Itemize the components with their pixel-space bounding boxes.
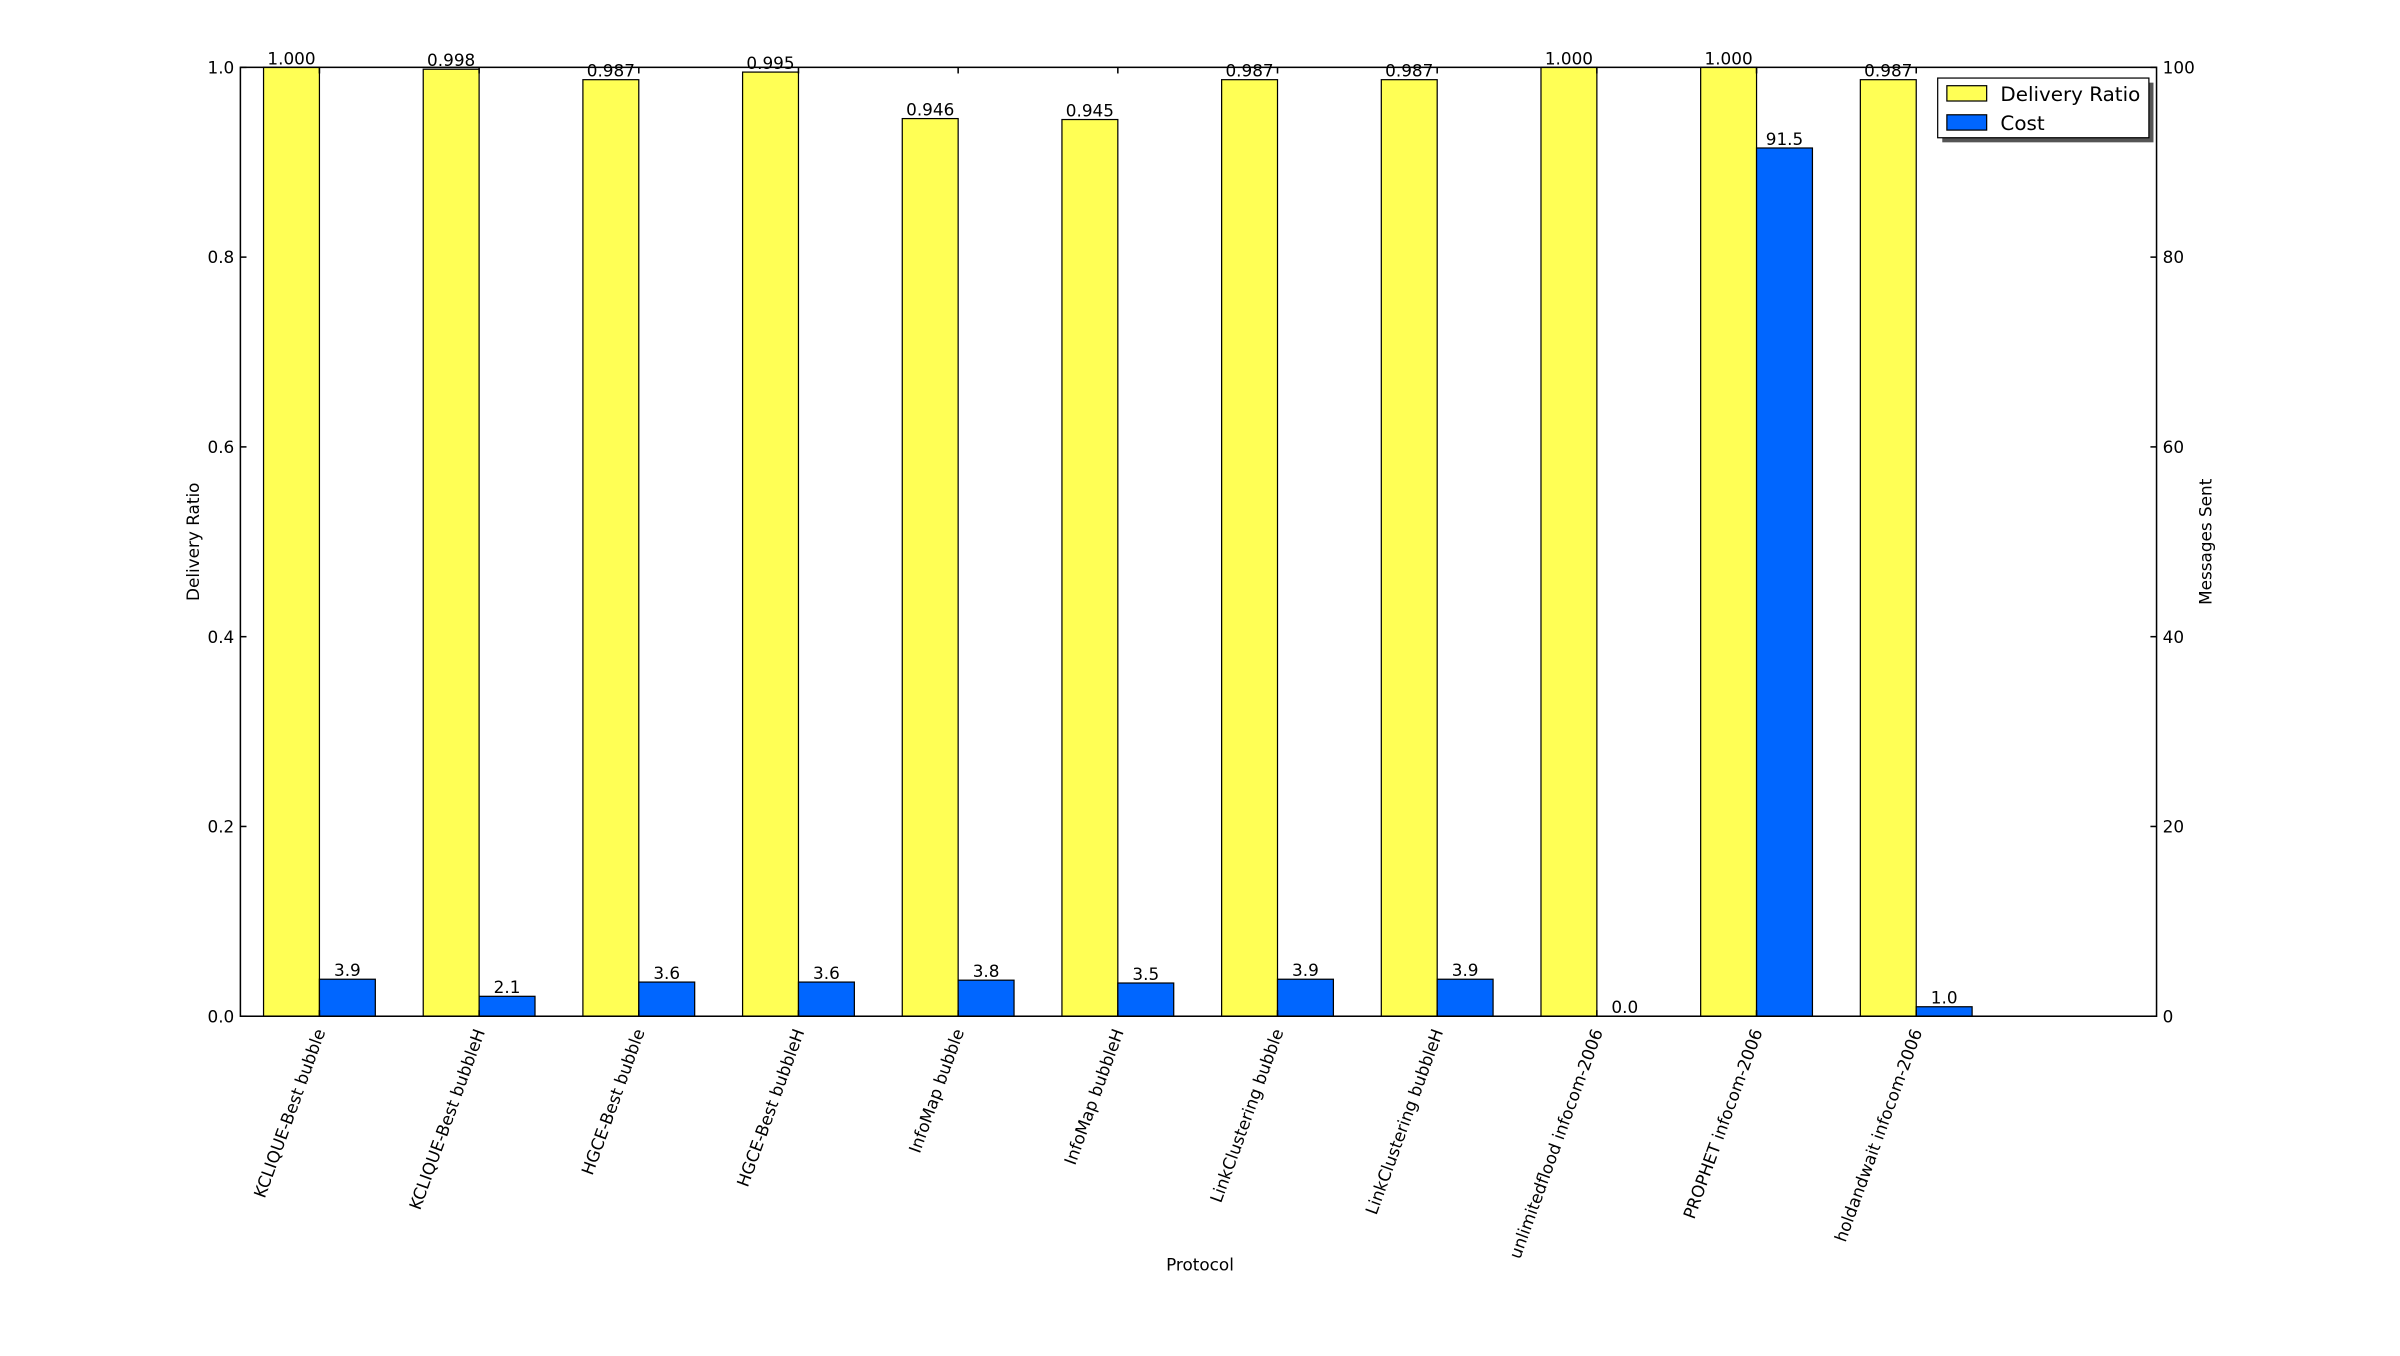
y-tick-label: 0.0 — [208, 1006, 235, 1026]
legend-label: Delivery Ratio — [2000, 83, 2140, 106]
y-tick-label: 0.8 — [208, 247, 235, 267]
y-tick-label: 0.4 — [208, 627, 235, 647]
value-label: 0.987 — [1225, 61, 1273, 81]
x-tick-label: HGCE-Best bubbleH — [733, 1026, 809, 1189]
x-axis-label: Protocol — [1166, 1254, 1234, 1274]
bar — [1380, 79, 1438, 1017]
y2-axis-label: Messages Sent — [2196, 478, 2216, 605]
x-tick-label: HGCE-Best bubble — [577, 1026, 648, 1177]
value-label: 0.945 — [1066, 100, 1114, 120]
y2-tick-label: 60 — [2163, 437, 2184, 457]
bar — [1859, 79, 1917, 1017]
y-axis-label: Delivery Ratio — [183, 483, 203, 601]
bar — [1540, 66, 1598, 1017]
x-tick-label: LinkClustering bubble — [1206, 1026, 1287, 1205]
plot-frame — [239, 66, 2158, 1017]
y2-tick-label: 20 — [2163, 817, 2184, 837]
y2-tick-label: 80 — [2163, 247, 2184, 267]
y2-tick-label: 0 — [2163, 1006, 2174, 1026]
y-tick-label: 0.2 — [208, 817, 235, 837]
value-label: 1.000 — [1545, 48, 1593, 68]
value-label: 1.000 — [267, 48, 315, 68]
bar — [901, 117, 959, 1017]
value-label: 3.6 — [653, 963, 680, 983]
legend-swatch — [1946, 85, 1988, 102]
bar — [318, 978, 376, 1017]
bar — [1276, 978, 1335, 1017]
x-tick-label: PROPHET infocom-2006 — [1679, 1026, 1766, 1221]
y-tick-label: 0.6 — [208, 437, 235, 457]
y2-tick-label: 40 — [2163, 627, 2184, 647]
value-label: 3.6 — [813, 963, 840, 983]
value-label: 0.987 — [1385, 61, 1433, 81]
bar — [1915, 1006, 1973, 1017]
bar — [1755, 147, 1814, 1017]
bar — [1221, 79, 1279, 1017]
value-label: 3.5 — [1132, 964, 1159, 984]
value-label: 0.987 — [1864, 61, 1912, 81]
value-label: 0.946 — [906, 100, 954, 120]
value-label: 3.9 — [334, 960, 361, 980]
value-label: 91.5 — [1766, 129, 1803, 149]
bar — [797, 981, 855, 1017]
bar — [1061, 118, 1119, 1017]
bar — [262, 66, 321, 1017]
value-label: 0.987 — [587, 61, 635, 81]
bar — [1117, 982, 1175, 1017]
bar — [422, 68, 480, 1017]
y-tick-label: 1.0 — [208, 57, 235, 77]
bar — [638, 981, 696, 1017]
value-label: 1.000 — [1705, 48, 1753, 68]
legend-label: Cost — [2000, 112, 2044, 135]
value-label: 3.9 — [1452, 960, 1479, 980]
bar — [741, 71, 800, 1017]
bar — [1436, 978, 1494, 1017]
bar — [1700, 66, 1758, 1017]
value-label: 0.0 — [1611, 997, 1638, 1017]
x-tick-label: unlimitedflood infocom-2006 — [1505, 1026, 1607, 1261]
value-label: 0.995 — [746, 53, 794, 73]
x-tick-label: InfoMap bubbleH — [1060, 1026, 1128, 1167]
x-tick-label: LinkClustering bubbleH — [1361, 1026, 1447, 1217]
x-tick-label: KCLIQUE-Best bubble — [250, 1026, 330, 1200]
value-label: 2.1 — [494, 977, 521, 997]
value-label: 3.9 — [1292, 960, 1319, 980]
value-label: 0.998 — [427, 50, 475, 70]
y2-tick-label: 100 — [2163, 57, 2195, 77]
x-tick-label: KCLIQUE-Best bubbleH — [405, 1026, 489, 1212]
bar — [582, 79, 640, 1017]
bar — [478, 995, 536, 1017]
value-label: 1.0 — [1931, 988, 1958, 1008]
x-tick-label: holdandwait infocom-2006 — [1830, 1026, 1926, 1244]
legend-swatch — [1946, 114, 1988, 131]
bar — [957, 979, 1015, 1017]
value-label: 3.8 — [973, 961, 1000, 981]
x-tick-label: InfoMap bubble — [905, 1026, 968, 1155]
